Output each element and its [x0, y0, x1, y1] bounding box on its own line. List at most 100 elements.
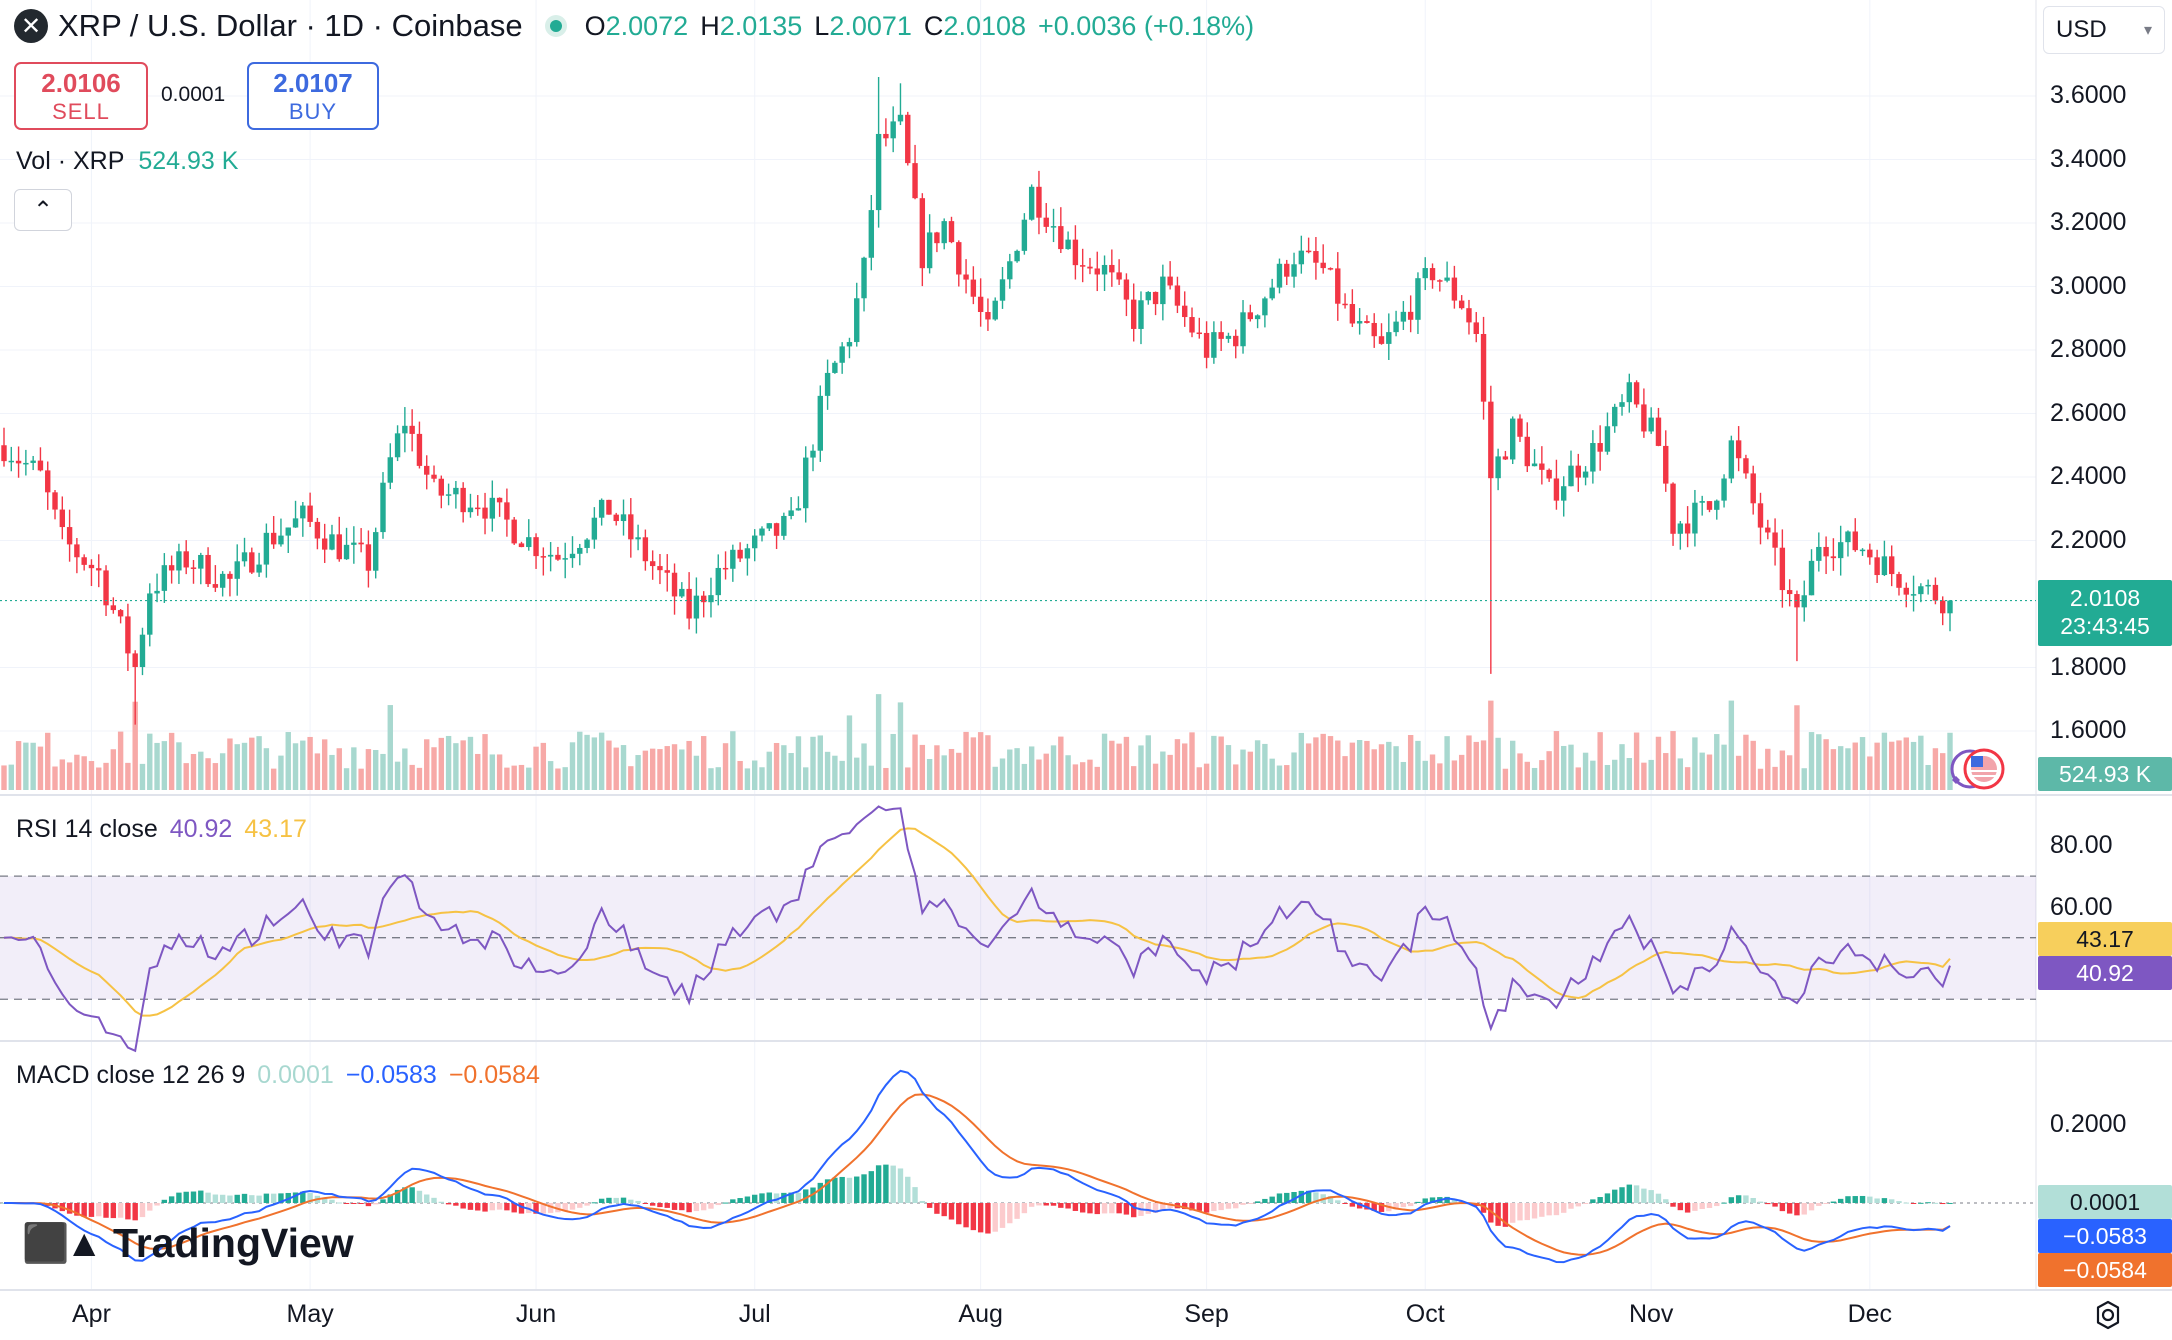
volume-bar [1626, 758, 1633, 790]
rsi-legend[interactable]: RSI 14 close 40.92 43.17 [16, 815, 307, 843]
volume-bar [1801, 768, 1807, 790]
macd-histogram-bar [212, 1194, 219, 1203]
time-tick-label: Dec [1847, 1300, 1893, 1328]
volume-tag: 524.93 K [2038, 757, 2172, 791]
volume-bar [1896, 740, 1902, 790]
volume-bar [1444, 736, 1450, 790]
us-flag-icon[interactable] [1946, 748, 2016, 790]
volume-bar [1539, 760, 1545, 790]
collapse-legend-button[interactable]: ⌃ [14, 189, 72, 231]
macd-histogram-bar [613, 1197, 619, 1203]
macd-histogram-bar [1342, 1203, 1348, 1204]
settings-gear-icon[interactable] [2092, 1299, 2124, 1331]
candle-body [715, 567, 721, 596]
volume-bar [752, 760, 758, 790]
candle-body [314, 521, 321, 539]
volume-bar [1859, 737, 1866, 790]
volume-bar [504, 767, 510, 790]
volume-bar [1233, 764, 1239, 790]
volume-bar [1007, 749, 1013, 790]
tradingview-logo[interactable]: ⬛▲ TradingView [22, 1220, 354, 1266]
volume-bar [1750, 740, 1756, 790]
macd-histogram-bar [1109, 1203, 1115, 1214]
rsi-tick-label: 60.00 [2050, 892, 2113, 921]
macd-histogram-bar [897, 1168, 904, 1203]
volume-bar [467, 736, 474, 790]
candle-body [96, 568, 102, 571]
macd-histogram-bar [1276, 1193, 1283, 1203]
time-tick-label: Oct [1405, 1300, 1445, 1328]
high-value: H2.0135 [700, 10, 803, 41]
candle-body [358, 542, 364, 545]
volume-bar [161, 741, 168, 790]
volume-bar [1706, 754, 1713, 790]
macd-histogram-bar [1305, 1190, 1312, 1203]
candle-body [773, 523, 780, 536]
candle-body [343, 544, 350, 560]
macd-legend[interactable]: MACD close 12 26 9 0.0001 −0.0583 −0.0584 [16, 1061, 540, 1089]
macd-histogram-bar [1612, 1189, 1618, 1203]
macd-histogram-bar [577, 1203, 583, 1208]
candle-body [482, 507, 488, 519]
candle-body [744, 548, 751, 559]
volume-bar [1808, 732, 1815, 790]
macd-histogram-bar [1743, 1195, 1749, 1203]
volume-bar [970, 737, 977, 790]
macd-histogram-bar [781, 1192, 787, 1203]
candle-body [1349, 304, 1356, 324]
macd-histogram-bar [409, 1187, 415, 1203]
volume-bar [482, 734, 488, 790]
candle-body [1131, 299, 1137, 329]
volume-bar [351, 747, 357, 790]
candle-body [1757, 503, 1764, 528]
candle-body [606, 499, 612, 515]
volume-bar [1502, 768, 1509, 790]
volume-bar [1254, 740, 1261, 790]
candle-body [905, 114, 911, 164]
volume-bar [8, 764, 14, 790]
volume-bar [1765, 748, 1771, 790]
macd-histogram-bar [686, 1203, 692, 1213]
macd-histogram-bar [737, 1198, 743, 1203]
volume-bar [569, 742, 576, 790]
macd-histogram-bar [1524, 1203, 1530, 1221]
candle-body [227, 573, 233, 579]
macd-histogram-bar [1488, 1203, 1494, 1223]
volume-bar [1940, 753, 1946, 790]
macd-histogram-bar [394, 1189, 401, 1203]
candle-body [868, 210, 875, 258]
volume-bar [1910, 741, 1917, 790]
currency-select[interactable]: USD ▾ [2043, 6, 2165, 54]
candle-body [1845, 531, 1851, 543]
candle-body [1028, 186, 1035, 220]
volume-bar [1604, 764, 1611, 790]
volume-bar [635, 755, 641, 790]
candle-body [1203, 332, 1210, 358]
macd-histogram-bar [1101, 1203, 1108, 1214]
volume-bar [1349, 742, 1356, 790]
candle-body [788, 510, 794, 516]
volume-bar [45, 732, 51, 790]
volume-legend[interactable]: Vol · XRP 524.93 K [16, 147, 239, 175]
sell-button[interactable]: 2.0106 SELL [14, 62, 148, 130]
volume-bar [890, 733, 896, 790]
macd-histogram-bar [1116, 1203, 1122, 1214]
candle-body [1699, 501, 1705, 503]
volume-bar [1495, 737, 1501, 790]
volume-bar [1123, 736, 1130, 790]
macd-histogram-bar [1823, 1203, 1829, 1204]
macd-histogram-bar [321, 1198, 328, 1203]
candle-body [584, 539, 590, 548]
symbol-title[interactable]: XRP / U.S. Dollar · 1D · Coinbase [58, 8, 523, 43]
volume-bar [1094, 766, 1100, 790]
macd-histogram-bar [708, 1203, 714, 1209]
macd-histogram-bar [1881, 1198, 1888, 1203]
buy-button[interactable]: 2.0107 BUY [247, 62, 379, 130]
macd-histogram-bar [1641, 1188, 1647, 1203]
volume-bar [263, 748, 270, 790]
candle-body [781, 515, 787, 536]
candle-body [977, 296, 984, 313]
candle-body [1291, 264, 1297, 277]
macd-histogram-bar [1196, 1203, 1202, 1211]
